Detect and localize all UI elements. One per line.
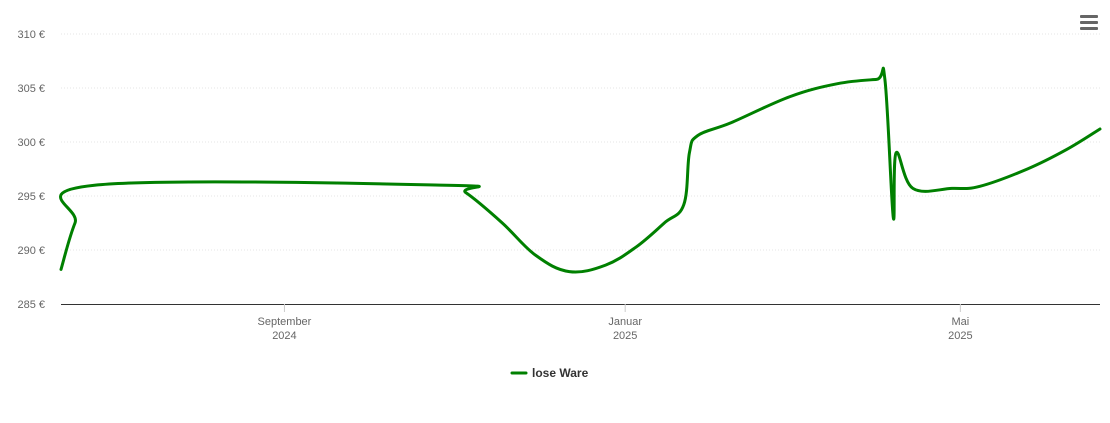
y-tick-label: 310 € [17, 29, 45, 41]
y-tick-label: 290 € [17, 245, 45, 257]
series-line[interactable] [59, 66, 1102, 274]
y-tick-label: 305 € [17, 83, 45, 95]
grid-lines [61, 33, 1100, 251]
y-tick-label: 300 € [17, 137, 45, 149]
chart-menu-button[interactable] [1076, 10, 1102, 34]
y-tick-label: 285 € [17, 299, 45, 311]
x-axis-ticks: September 2024 Januar 2025 Mai 2025 [258, 304, 973, 342]
series-layer [59, 66, 1102, 274]
x-tick-label-month: September [258, 316, 312, 328]
x-tick-label-month: Mai [951, 316, 969, 328]
x-tick-label-year: 2025 [948, 330, 972, 342]
legend-label: lose Ware [532, 366, 589, 380]
legend[interactable]: lose Ware [510, 366, 589, 380]
x-tick-label-year: 2025 [613, 330, 637, 342]
legend-item[interactable]: lose Ware [510, 366, 589, 380]
y-tick-label: 295 € [17, 191, 45, 203]
x-tick-label-year: 2024 [272, 330, 296, 342]
x-tick-label-month: Januar [608, 316, 642, 328]
hamburger-menu-icon[interactable] [1076, 10, 1102, 34]
y-axis-ticks: 285 € 290 € 295 € 300 € 305 € 310 € [17, 29, 45, 311]
